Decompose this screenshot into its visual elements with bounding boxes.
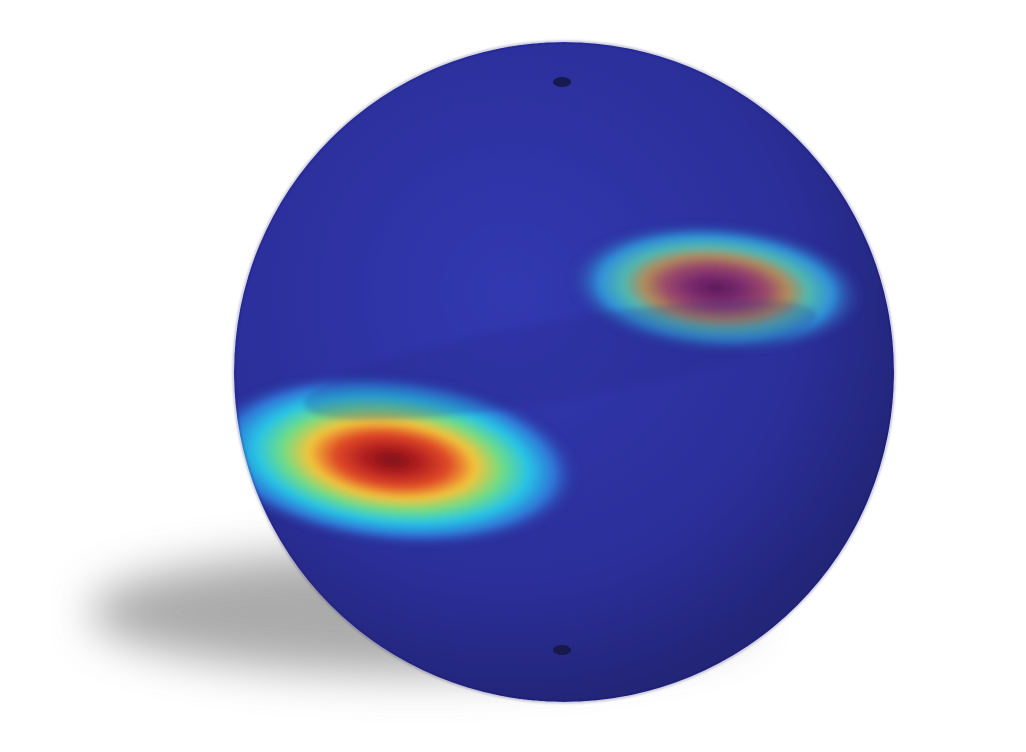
north-pole-marker [553,77,571,87]
south-pole-marker [553,645,571,655]
hotspot-lower-left [234,372,582,548]
sphere [234,42,894,702]
